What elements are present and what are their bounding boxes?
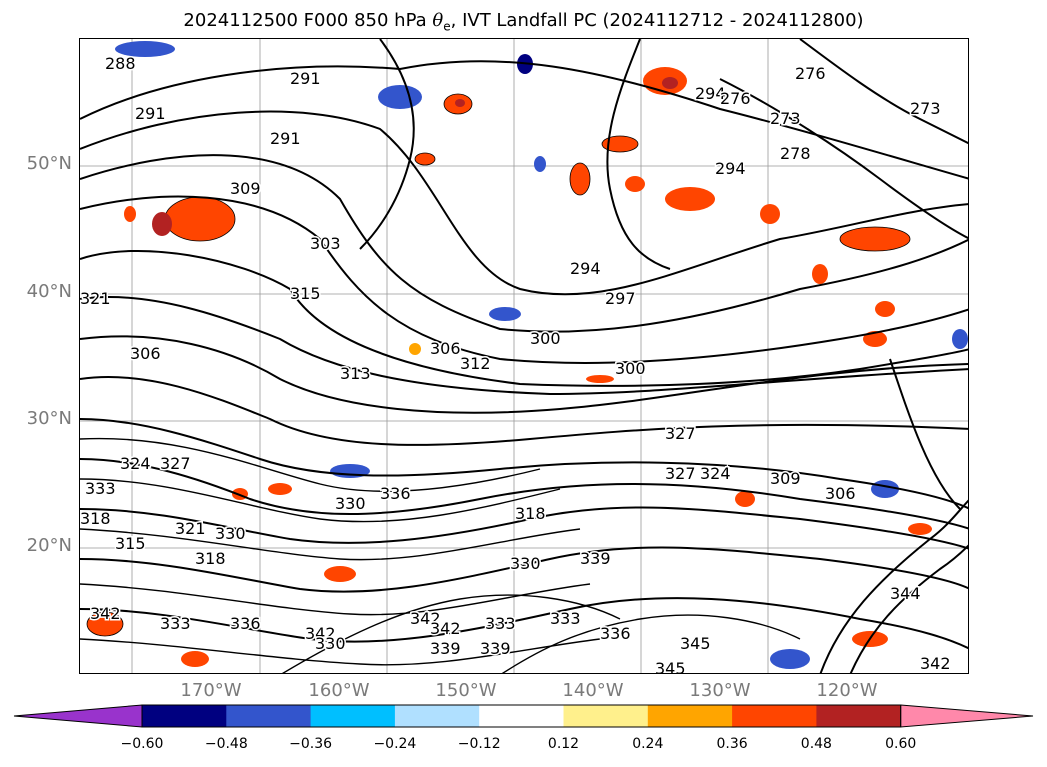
colorbar-tick-label: −0.60	[120, 736, 164, 752]
map-plot-area: 288 291 291 291 309 303 315 321 306 306 312 313 300 3…	[79, 38, 969, 674]
contour-label: 291	[290, 69, 321, 88]
contour-label: 339	[430, 639, 461, 658]
contour-label: 318	[515, 504, 546, 523]
longitude-label: 170°W	[180, 680, 242, 701]
contour-label: 333	[485, 614, 516, 633]
contour-label: 339	[480, 639, 511, 658]
contour-label: 333	[550, 609, 581, 628]
contour-label: 336	[600, 624, 631, 643]
contour-label: 297	[605, 289, 636, 308]
colorbar-cell	[310, 705, 396, 727]
contour-label: 294	[695, 84, 726, 103]
contour-label: 339	[580, 549, 611, 568]
colorbar-tick-label: −0.36	[289, 736, 333, 752]
contour-label: 336	[230, 614, 261, 633]
contour-label: 291	[270, 129, 301, 148]
contour-label: 291	[135, 104, 166, 123]
contour-label: 333	[85, 479, 116, 498]
contour-label: 278	[780, 144, 811, 163]
map-title: 2024112500 F000 850 hPa θe, IVT Landfall…	[183, 10, 864, 34]
contour-label: 315	[115, 534, 146, 553]
contour-label: 333	[160, 614, 191, 633]
contour-label: 276	[720, 89, 751, 108]
colorbar-extend-low	[13, 704, 143, 728]
colorbar-tick-label: −0.24	[373, 736, 417, 752]
contour-label: 330	[315, 634, 346, 653]
contour-label: 294	[570, 259, 601, 278]
contour-label: 300	[530, 329, 561, 348]
colorbar-cell	[816, 705, 902, 727]
contour-label: 303	[310, 234, 341, 253]
colorbar-extend-high	[900, 704, 1034, 728]
latitude-label: 50°N	[26, 153, 72, 174]
longitude-label: 140°W	[562, 680, 624, 701]
longitude-label: 120°W	[816, 680, 878, 701]
contour-label: 327	[665, 464, 696, 483]
colorbar-cell	[563, 705, 649, 727]
colorbar-tick-label: −0.12	[457, 736, 501, 752]
longitude-label: 160°W	[308, 680, 370, 701]
contour-lines	[80, 39, 968, 673]
colorbar-tick-label: 0.24	[632, 736, 664, 752]
contour-label: 313	[340, 364, 371, 383]
contour-label: 309	[770, 469, 801, 488]
contour-label: 324	[120, 454, 151, 473]
contour-label: 342	[430, 619, 461, 638]
contour-label: 336	[380, 484, 411, 503]
contour-label: 345	[655, 659, 686, 674]
contour-label: 306	[130, 344, 161, 363]
contour-label: 321	[175, 519, 206, 538]
colorbar-cell	[647, 705, 733, 727]
contour-label: 318	[195, 549, 226, 568]
colorbar-cell	[226, 705, 312, 727]
contour-label: 324	[700, 464, 731, 483]
contour-label: 294	[715, 159, 746, 178]
contour-label: 327	[160, 454, 191, 473]
gridlines	[80, 39, 968, 673]
colorbar-tick-label: 0.12	[547, 736, 580, 752]
longitude-label: 150°W	[435, 680, 497, 701]
colorbar	[13, 704, 1034, 728]
contour-label: 276	[795, 64, 826, 83]
contour-label: 345	[680, 634, 711, 653]
latitude-label: 30°N	[26, 408, 72, 429]
contour-label: 330	[215, 524, 246, 543]
colorbar-tick-label: 0.36	[716, 736, 748, 752]
latitude-label: 20°N	[26, 535, 72, 556]
contour-label: 300	[615, 359, 646, 378]
colorbar-cell	[394, 705, 480, 727]
colorbar-outline	[141, 704, 902, 728]
contour-label: 273	[910, 99, 941, 118]
contour-label: 342	[920, 654, 951, 673]
contour-label: 342	[90, 604, 121, 623]
colorbar-cell	[479, 705, 564, 727]
contour-label: 312	[460, 354, 491, 373]
contour-label: 327	[665, 424, 696, 443]
colorbar-tick-label: 0.60	[885, 736, 917, 752]
contour-label: 318	[80, 509, 111, 528]
latitude-label: 40°N	[26, 281, 72, 302]
contour-label: 330	[510, 554, 541, 573]
colorbar-cell	[142, 705, 227, 727]
colorbar-tick-label: 0.48	[800, 736, 832, 752]
longitude-label: 130°W	[689, 680, 751, 701]
contour-label: 321	[80, 289, 111, 308]
contour-label: 306	[430, 339, 461, 358]
contour-label: 342	[305, 624, 336, 643]
contour-label: 288	[105, 54, 136, 73]
contour-label: 306	[825, 484, 856, 503]
contour-label: 342	[410, 609, 441, 628]
contour-label: 330	[335, 494, 366, 513]
contour-label: 315	[290, 284, 321, 303]
contour-lines-thin	[80, 437, 801, 673]
contour-label: 309	[230, 179, 261, 198]
contour-label: 273	[770, 109, 801, 128]
contour-label: 344	[890, 584, 921, 603]
colorbar-tick-label: −0.48	[204, 736, 248, 752]
colorbar-cell	[732, 705, 817, 727]
anomaly-patches	[86, 41, 968, 669]
